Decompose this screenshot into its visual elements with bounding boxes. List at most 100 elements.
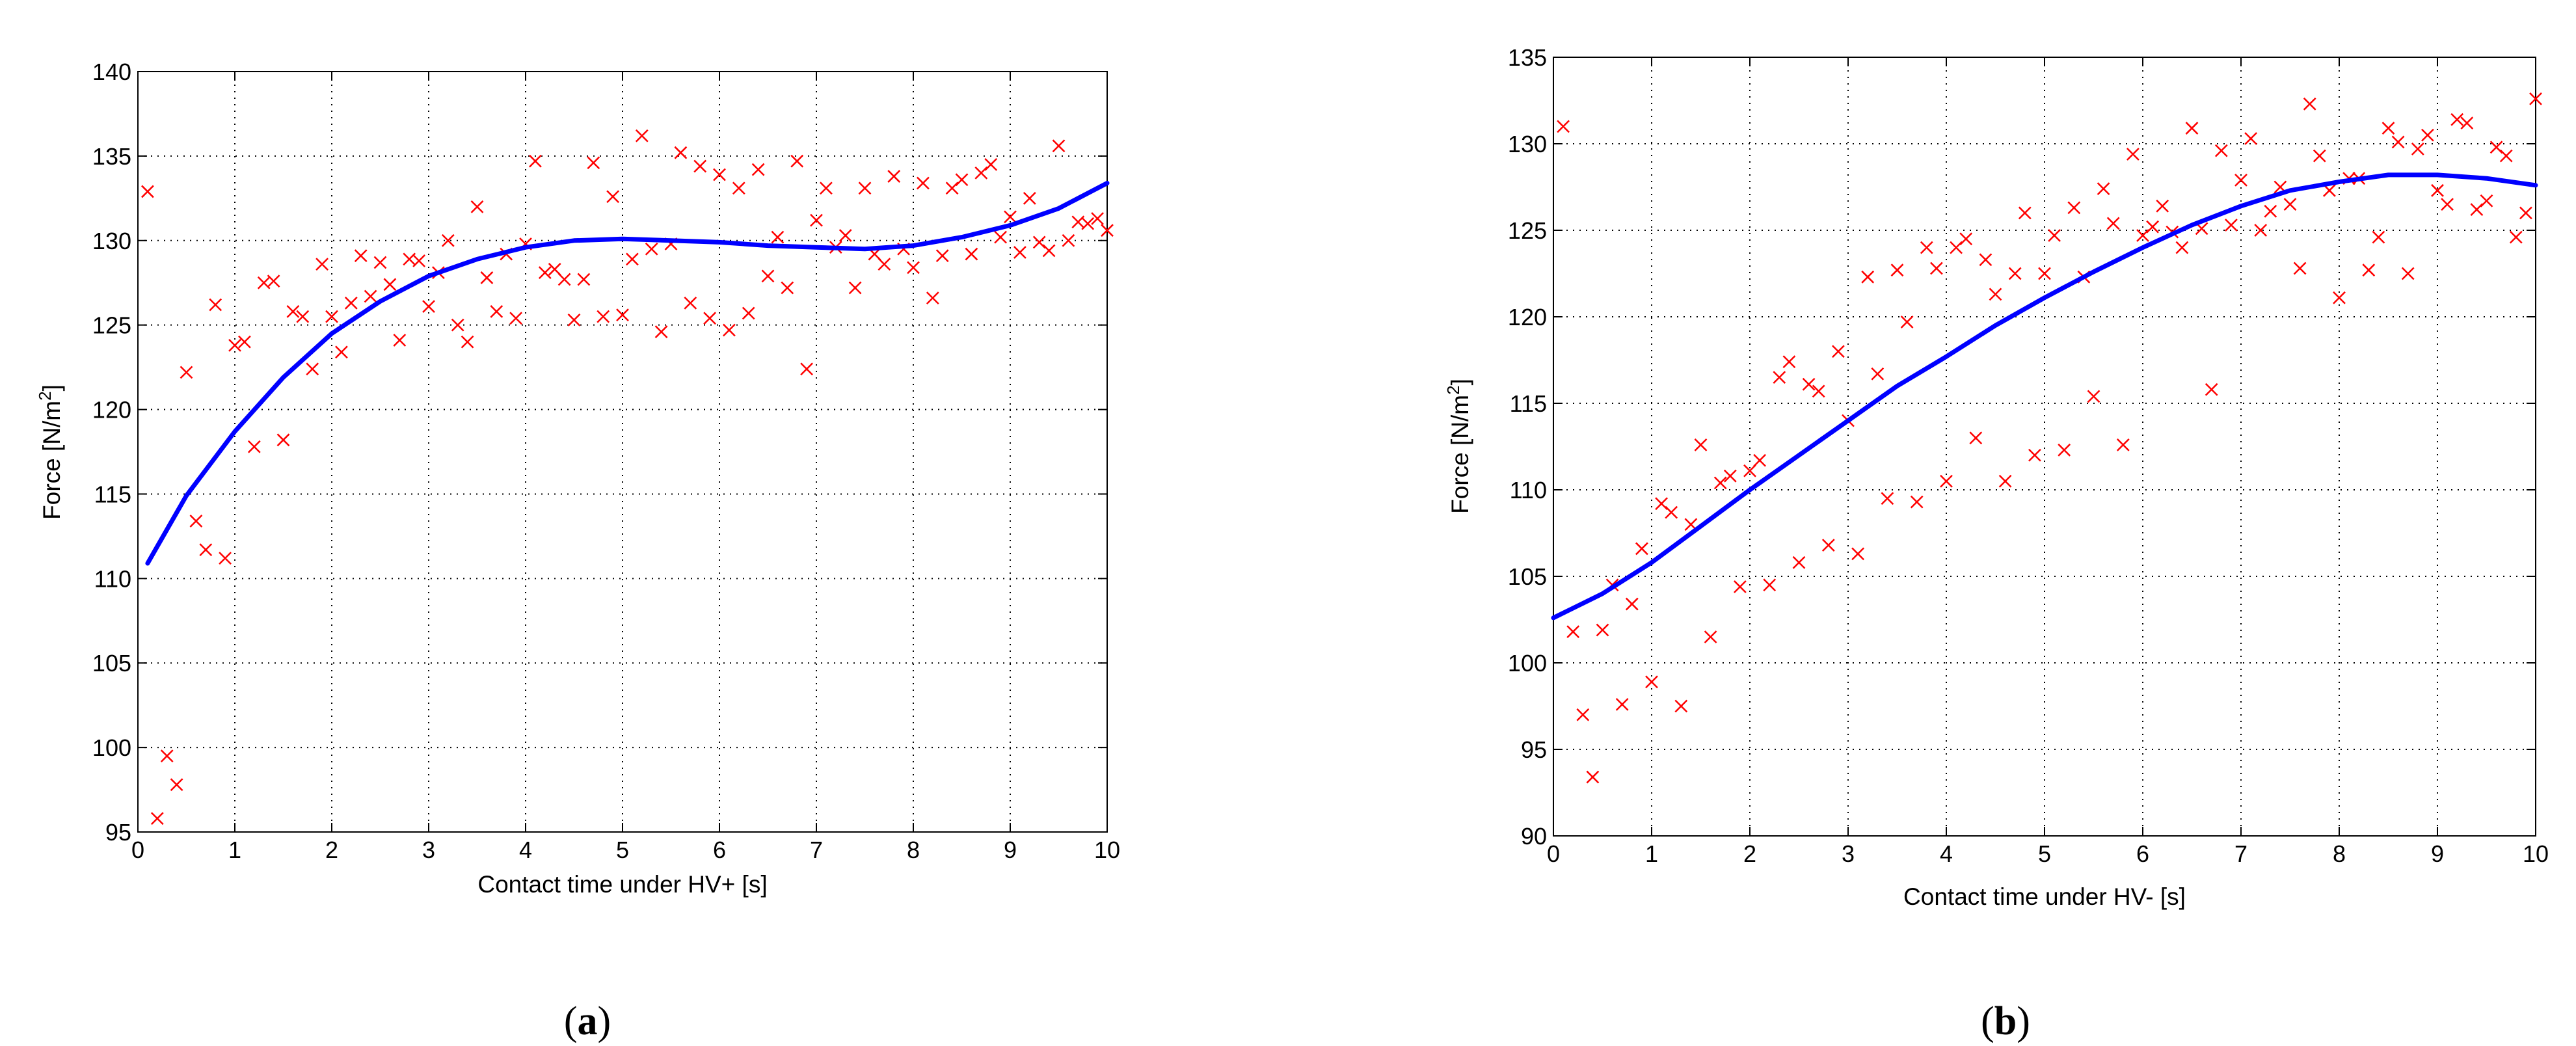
data-point-marker: [1091, 212, 1104, 225]
data-point-marker: [286, 305, 300, 318]
x-tick-label: 7: [810, 837, 823, 863]
data-point-marker: [1694, 438, 1708, 451]
y-tick-label: 105: [92, 650, 131, 677]
y-axis-label: Force [N/m2]: [1443, 379, 1473, 514]
x-tick-label: 6: [2136, 840, 2149, 867]
data-point-marker: [354, 249, 368, 263]
data-point-marker: [2519, 206, 2532, 220]
x-tick-label: 6: [713, 837, 726, 863]
data-point-marker: [2283, 198, 2297, 211]
data-point-marker: [577, 273, 591, 286]
data-point-marker: [461, 335, 474, 349]
data-point-marker: [344, 297, 358, 310]
x-axis-label: Contact time under HV+ [s]: [477, 871, 767, 898]
panel-caption: (b): [1981, 999, 2030, 1043]
data-point-marker: [2441, 198, 2454, 211]
data-point-marker: [228, 338, 241, 352]
data-point-marker: [2264, 204, 2277, 218]
fit-curve: [1551, 172, 2538, 621]
data-point-marker: [1743, 464, 1756, 477]
data-point-marker: [267, 275, 280, 288]
data-point-marker: [509, 312, 522, 325]
data-point-marker: [2087, 390, 2100, 403]
y-tick-label: 120: [1508, 304, 1547, 330]
data-point-marker: [2214, 144, 2228, 157]
data-point-marker: [858, 181, 872, 195]
data-point-marker: [926, 291, 939, 304]
x-tick-label: 9: [1004, 837, 1017, 863]
data-point-marker: [393, 334, 407, 347]
y-tick-label: 135: [92, 143, 131, 170]
data-point-marker: [2313, 149, 2326, 163]
data-point-marker: [1832, 345, 1845, 358]
x-tick-label: 10: [1094, 837, 1120, 863]
chart-panel-a: 0 1 2 3 4 5 6 7 8 9 10 95 100 105 110 115 120 125 130 135 14…: [35, 59, 1120, 1043]
data-point-marker: [1615, 697, 1629, 711]
x-tick-label: 9: [2431, 840, 2444, 867]
data-point-marker: [2225, 219, 2238, 232]
data-point-marker: [1576, 708, 1590, 721]
data-point-marker: [1635, 542, 1648, 556]
data-point-marker: [2411, 142, 2424, 155]
data-point-marker: [2480, 194, 2493, 208]
data-point-marker: [1665, 505, 1678, 519]
y-tick-label: 125: [92, 312, 131, 339]
data-point-marker: [1821, 539, 1835, 552]
data-point-marker: [1023, 191, 1036, 205]
data-point-marker: [1812, 384, 1825, 398]
data-point-marker: [935, 249, 949, 263]
y-tick-label: 95: [1521, 736, 1547, 763]
data-point-marker: [2391, 135, 2405, 149]
x-tick-label: 2: [1743, 840, 1756, 867]
data-point-marker: [2136, 229, 2149, 242]
data-point-marker: [1851, 547, 1864, 561]
data-point-marker: [451, 318, 464, 332]
data-point-marker: [1950, 241, 1963, 254]
data-point-marker: [1586, 770, 1600, 784]
data-point-marker: [1713, 476, 1727, 490]
data-point-marker: [2450, 113, 2464, 126]
y-tick-label: 125: [1508, 217, 1547, 244]
data-point-marker: [684, 297, 697, 310]
data-point-marker: [917, 176, 930, 190]
y-tick-label: 95: [105, 819, 131, 846]
y-axis-label: Force [N/m2]: [35, 384, 65, 520]
x-tick-label: 8: [2333, 840, 2346, 867]
data-point-marker: [2038, 267, 2051, 280]
data-point-marker: [1645, 675, 1658, 689]
data-point-marker: [713, 168, 726, 181]
data-point-marker: [771, 230, 785, 244]
data-point-marker: [2146, 220, 2159, 234]
x-tick-label: 7: [2234, 840, 2247, 867]
data-point-marker: [974, 166, 988, 180]
data-point-marker: [2303, 97, 2316, 111]
x-tick-label: 2: [325, 837, 338, 863]
data-point-marker: [567, 313, 581, 327]
data-point-marker: [315, 258, 329, 271]
data-point-marker: [848, 281, 862, 295]
data-point-marker: [1969, 431, 1983, 445]
data-point-marker: [325, 310, 338, 323]
x-tick-label: 4: [1940, 840, 1953, 867]
data-point-marker: [723, 323, 736, 337]
data-point-marker: [2333, 291, 2346, 304]
data-point-marker: [820, 181, 833, 195]
data-point-marker: [2018, 206, 2032, 220]
data-point-marker: [703, 312, 716, 325]
y-tick-label: 135: [1508, 44, 1547, 71]
data-point-marker: [800, 362, 813, 376]
chart-panel-b: 0 1 2 3 4 5 6 7 8 9 10 90 95 100 105 110 115 120 125 130 135…: [1443, 44, 2549, 1043]
data-point-marker: [2470, 203, 2484, 216]
data-point-marker: [2058, 443, 2071, 457]
data-point-marker: [296, 310, 310, 323]
y-tick-label: 105: [1508, 563, 1547, 590]
data-point-marker: [1596, 623, 1609, 637]
data-point-marker: [984, 157, 998, 171]
data-point-marker: [1930, 262, 1943, 275]
data-point-marker: [2499, 149, 2513, 163]
x-tick-label: 1: [1645, 840, 1658, 867]
data-point-marker: [1998, 474, 2012, 488]
data-point-marker: [422, 300, 435, 313]
data-point-marker: [2529, 92, 2542, 105]
x-tick-label: 10: [2523, 840, 2549, 867]
